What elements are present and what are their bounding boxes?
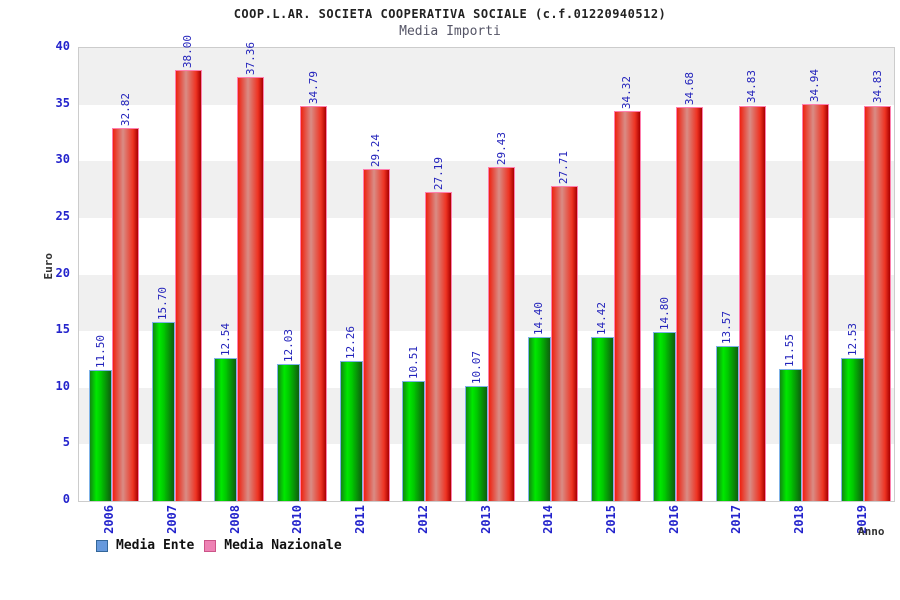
plot-band [79, 48, 894, 105]
y-tick-25: 25 [55, 208, 70, 223]
y-tick-30: 30 [55, 152, 70, 167]
value-label-media-nazionale-2014: 27.71 [557, 151, 571, 185]
legend: Media Ente Media Nazionale [96, 538, 342, 553]
value-label-media-nazionale-2006: 32.82 [118, 93, 132, 127]
y-tick-10: 10 [55, 378, 70, 393]
value-label-media-nazionale-2019: 34.83 [870, 70, 884, 104]
x-label-2015: 2015 [603, 505, 618, 534]
bar-media-nazionale-2016 [676, 107, 704, 501]
value-label-media-ente-2016: 14.80 [657, 297, 671, 331]
x-label-2008: 2008 [227, 505, 242, 534]
legend-item-media-nazionale: Media Nazionale [204, 538, 342, 553]
value-label-media-nazionale-2018: 34.94 [808, 69, 822, 103]
value-label-media-ente-2013: 10.07 [469, 350, 483, 384]
bar-media-ente-2012 [402, 380, 426, 501]
bar-media-nazionale-2011 [362, 168, 390, 501]
bar-media-nazionale-2014 [550, 186, 578, 501]
legend-swatch-media-nazionale-icon [204, 539, 217, 552]
bar-media-ente-2015 [590, 336, 614, 501]
plot-area: 11.50 32.82 15.70 38.00 12.54 37.36 12.03 34.79… [78, 35, 895, 502]
x-label-2010: 2010 [290, 505, 305, 534]
value-label-media-ente-2011: 12.26 [344, 326, 358, 360]
bar-media-ente-2006 [89, 369, 112, 501]
bar-media-nazionale-2019 [864, 105, 892, 501]
bar-media-nazionale-2006 [112, 128, 139, 501]
y-tick-0: 0 [62, 492, 70, 506]
bar-media-ente-2014 [527, 336, 551, 501]
x-label-2014: 2014 [541, 505, 556, 534]
bar-media-ente-2017 [715, 346, 739, 501]
legend-swatch-media-ente-icon [96, 539, 108, 552]
y-tick-15: 15 [55, 322, 70, 337]
value-label-media-ente-2010: 12.03 [281, 328, 295, 362]
bar-media-ente-2018 [778, 369, 802, 501]
chart-title: COOP.L.AR. SOCIETA COOPERATIVA SOCIALE (… [233, 7, 667, 21]
x-label-2018: 2018 [791, 505, 806, 534]
x-label-2006: 2006 [102, 505, 117, 534]
value-label-media-nazionale-2007: 38.00 [181, 34, 195, 68]
value-label-media-ente-2014: 14.40 [532, 301, 546, 335]
x-label-2016: 2016 [666, 505, 681, 534]
value-label-media-nazionale-2017: 34.83 [745, 70, 759, 104]
y-tick-5: 5 [62, 435, 70, 450]
value-label-media-ente-2007: 15.70 [156, 287, 170, 321]
x-label-2011: 2011 [353, 505, 368, 534]
legend-label-media-ente: Media Ente [116, 538, 195, 553]
value-label-media-nazionale-2012: 27.19 [431, 156, 445, 191]
x-label-2012: 2012 [415, 505, 430, 534]
y-tick-40: 40 [55, 39, 70, 53]
bar-media-ente-2007 [151, 322, 175, 501]
bar-media-nazionale-2010 [300, 106, 328, 501]
bar-media-ente-2008 [214, 358, 238, 501]
legend-label-media-nazionale: Media Nazionale [224, 538, 342, 553]
bar-media-nazionale-2013 [488, 166, 516, 501]
bar-media-nazionale-2018 [801, 104, 829, 501]
x-label-2013: 2013 [478, 505, 493, 534]
value-label-media-ente-2018: 11.55 [783, 334, 797, 368]
value-label-media-ente-2019: 12.53 [845, 322, 859, 357]
value-label-media-ente-2017: 13.57 [720, 311, 734, 345]
value-label-media-nazionale-2015: 34.32 [620, 76, 634, 110]
value-label-media-nazionale-2011: 29.24 [369, 133, 383, 167]
x-label-2007: 2007 [165, 505, 180, 534]
bar-media-nazionale-2008 [237, 76, 265, 501]
bar-media-ente-2010 [277, 363, 301, 501]
bar-media-nazionale-2017 [738, 105, 766, 501]
bar-media-ente-2011 [339, 361, 363, 501]
value-label-media-ente-2012: 10.51 [406, 345, 420, 379]
chart-subtitle: Media Importi [399, 24, 501, 39]
bar-media-nazionale-2012 [425, 192, 453, 501]
y-tick-20: 20 [55, 265, 70, 280]
value-label-media-ente-2015: 14.42 [595, 301, 609, 335]
x-axis-title: Anno [858, 525, 885, 538]
value-label-media-ente-2008: 12.54 [218, 322, 232, 356]
value-label-media-ente-2006: 11.50 [93, 334, 107, 368]
legend-item-media-ente: Media Ente [96, 538, 194, 553]
value-label-media-nazionale-2016: 34.68 [682, 72, 696, 106]
value-label-media-nazionale-2013: 29.43 [494, 131, 508, 165]
y-tick-35: 35 [55, 95, 70, 110]
bar-media-ente-2016 [653, 332, 677, 501]
value-label-media-nazionale-2008: 37.36 [243, 41, 257, 75]
value-label-media-nazionale-2010: 34.79 [306, 70, 320, 105]
bar-media-ente-2019 [841, 358, 865, 501]
bar-media-ente-2013 [465, 385, 489, 501]
x-label-2017: 2017 [729, 505, 744, 534]
bar-media-nazionale-2007 [174, 69, 202, 501]
bar-media-nazionale-2015 [613, 111, 641, 501]
